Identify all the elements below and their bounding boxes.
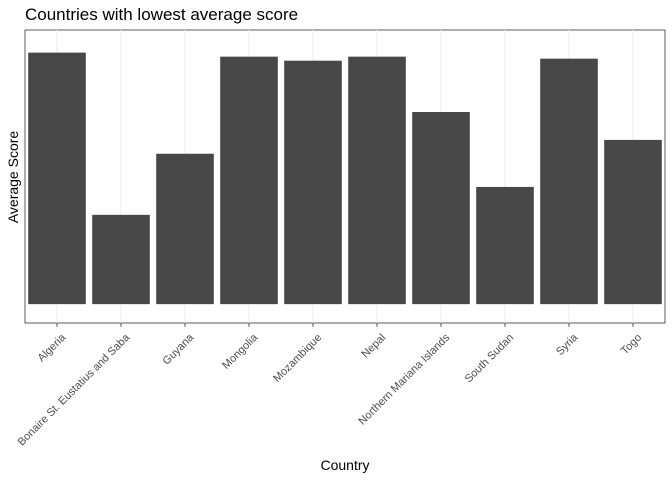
x-tick-label: Bonaire St. Eustatius and Saba — [16, 331, 133, 448]
bar — [348, 56, 406, 305]
y-axis-title: Average Score — [5, 131, 21, 224]
x-tick-label: Togo — [619, 332, 644, 357]
bar — [476, 186, 534, 305]
bar — [540, 58, 598, 305]
x-tick-label: Mongolia — [220, 331, 261, 372]
x-tick-label: Syria — [554, 331, 581, 358]
bar — [92, 214, 150, 305]
bar — [28, 52, 86, 305]
bar — [156, 153, 214, 305]
bars — [28, 52, 662, 305]
bar — [604, 139, 662, 305]
chart-title: Countries with lowest average score — [25, 5, 298, 24]
x-tick-label: Nepal — [359, 332, 388, 361]
x-axis-title: Country — [320, 457, 369, 473]
x-tick-label: South Sudan — [463, 332, 516, 385]
x-tick-label: Guyana — [160, 331, 196, 367]
bar — [284, 60, 342, 305]
bar — [220, 56, 278, 305]
bar — [412, 111, 470, 305]
x-axis-ticks — [56, 323, 634, 327]
x-tick-label: Algeria — [36, 331, 69, 364]
x-tick-label: Mozambique — [271, 332, 324, 385]
